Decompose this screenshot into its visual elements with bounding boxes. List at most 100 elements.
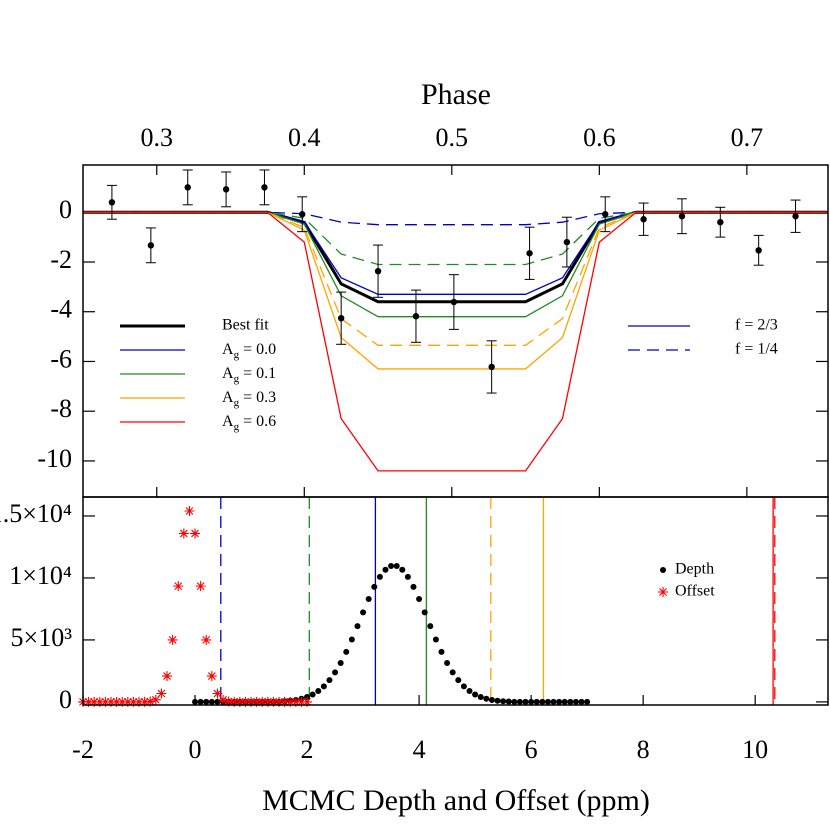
legend-label: f = 1/4 — [735, 341, 778, 358]
depth-point — [477, 694, 484, 701]
depth-point — [360, 609, 367, 616]
depth-point — [500, 698, 507, 705]
y-tick-label: -6 — [50, 344, 72, 373]
model-line — [83, 211, 828, 226]
depth-point — [388, 563, 395, 570]
x-tick-label: 0.7 — [731, 123, 764, 152]
data-point — [792, 213, 799, 220]
depth-point — [438, 648, 445, 655]
depth-point — [365, 595, 372, 602]
data-point — [337, 314, 345, 322]
offset-point — [173, 581, 184, 592]
x-tick-label: 8 — [637, 735, 650, 764]
offset-point — [262, 696, 273, 707]
offset-point — [251, 696, 262, 707]
depth-point — [393, 563, 400, 570]
depth-point — [567, 698, 574, 705]
data-point — [222, 186, 230, 193]
depth-point — [208, 698, 215, 705]
offset-point — [268, 696, 279, 707]
data-point — [108, 199, 116, 206]
offset-point — [195, 581, 206, 592]
legend-label-sub: g — [234, 349, 240, 361]
depth-point — [203, 698, 210, 705]
depth-point — [320, 683, 327, 690]
legend-label-main: A — [222, 341, 234, 358]
depth-point — [197, 698, 204, 705]
x-tick-label: 0.3 — [141, 123, 174, 152]
offset-point — [279, 696, 290, 707]
depth-point — [343, 648, 350, 655]
offset-point — [83, 696, 94, 707]
offset-point — [134, 696, 145, 707]
depth-point — [466, 688, 473, 695]
x-tick-label: 0 — [189, 735, 202, 764]
legend-label-tail: = 0.3 — [239, 389, 276, 406]
legend-label: Ag = 0.6 — [222, 413, 276, 433]
legend-label-main: A — [222, 389, 234, 406]
plot-frame — [82, 164, 829, 498]
offset-point — [145, 696, 156, 707]
offset-point — [100, 696, 111, 707]
legend-label: Ag = 0.3 — [222, 389, 276, 409]
depth-point — [404, 573, 411, 580]
offset-point — [167, 634, 178, 645]
y-tick-label: 5×10³ — [11, 623, 73, 652]
offset-point — [246, 696, 257, 707]
y-tick-label: 0 — [59, 195, 72, 224]
offset-point — [106, 696, 117, 707]
model-line — [83, 211, 828, 266]
offset-point — [201, 634, 212, 645]
data-point — [488, 363, 495, 371]
depth-point — [444, 659, 451, 666]
offset-point — [296, 696, 307, 707]
depth-point — [371, 583, 378, 590]
data-point — [602, 211, 609, 218]
legend-label-tail: = 0.0 — [239, 341, 276, 358]
data-point — [526, 250, 533, 257]
x-tick-label: 0.6 — [583, 123, 616, 152]
x-tick-label: 6 — [525, 735, 538, 764]
x-tick-label: 4 — [413, 735, 426, 764]
legend-swatch — [660, 567, 666, 573]
data-point — [755, 247, 762, 254]
offset-point — [111, 696, 122, 707]
legend-label: Ag = 0.1 — [222, 365, 276, 385]
depth-point — [578, 698, 585, 705]
offset-point — [234, 696, 245, 707]
data-point — [184, 184, 191, 191]
depth-point — [539, 698, 546, 705]
depth-point — [348, 636, 355, 643]
model-line — [83, 211, 828, 346]
depth-point — [315, 688, 322, 695]
depth-point — [494, 697, 501, 704]
depth-point — [455, 677, 462, 684]
depth-point — [192, 698, 199, 705]
depth-point — [528, 698, 535, 705]
offset-point — [178, 528, 189, 539]
offset-point — [257, 696, 268, 707]
y-tick-label: 1.5×10⁴ — [0, 499, 72, 528]
depth-point — [516, 698, 523, 705]
offset-point — [285, 696, 296, 707]
legend-label-sub: g — [234, 373, 240, 385]
offset-point — [206, 671, 217, 682]
legend-swatch — [658, 587, 668, 597]
data-point — [299, 211, 306, 218]
depth-point — [354, 623, 361, 630]
data-point — [374, 267, 382, 275]
data-point — [717, 218, 724, 226]
depth-point — [460, 683, 467, 690]
offset-point — [117, 696, 128, 707]
legend-label-main: A — [222, 413, 234, 430]
x-tick-label: 10 — [742, 735, 768, 764]
offset-point — [122, 696, 133, 707]
legend-label: Depth — [675, 561, 714, 578]
data-point — [261, 184, 268, 191]
offset-point — [139, 696, 150, 707]
model-line — [83, 211, 828, 318]
offset-point — [128, 696, 139, 707]
data-point — [147, 242, 155, 249]
x-axis-title: MCMC Depth and Offset (ppm) — [262, 784, 650, 817]
